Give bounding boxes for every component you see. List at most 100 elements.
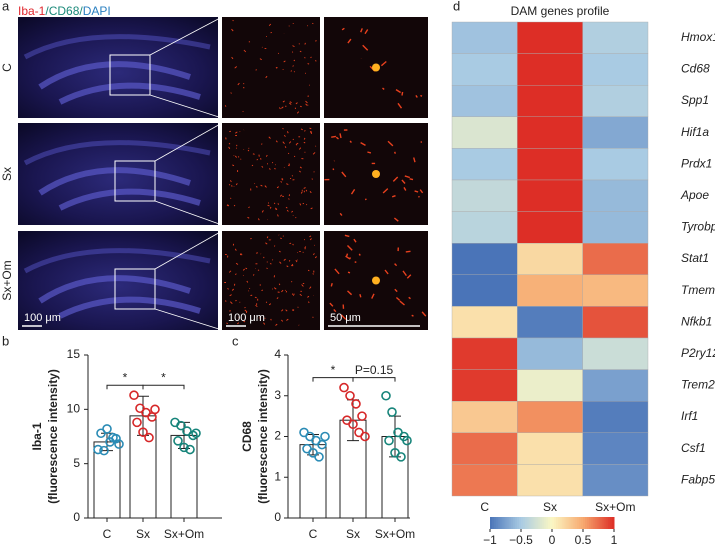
data-point (351, 399, 361, 409)
x-tick-label: Sx (346, 527, 360, 541)
stain-legend: Iba-1/CD68/DAPI (18, 4, 111, 18)
colorbar-swatch (490, 517, 493, 529)
colorbar-swatch (492, 517, 495, 529)
y-tick-label: 0 (73, 510, 80, 524)
colorbar-swatch (545, 517, 549, 529)
micrograph (18, 123, 218, 225)
heatmap-cell (517, 369, 583, 402)
colorbar-swatch (562, 517, 565, 529)
data-point (191, 428, 201, 439)
colorbar-swatch (510, 517, 514, 529)
ca-layer (23, 140, 211, 166)
heatmap-cell (517, 242, 583, 275)
colorbar-swatch (535, 517, 539, 529)
colorbar-swatch (595, 517, 598, 529)
stain-part: Iba-1 (18, 4, 46, 18)
significance-bracket (352, 377, 396, 382)
column-label: Sx+Om (595, 500, 635, 514)
y-tick-label: 0 (274, 510, 281, 524)
heatmap-cell (517, 274, 583, 307)
cell-process (329, 234, 427, 320)
data-point (99, 445, 109, 456)
zoom-line (149, 94, 223, 119)
ca-layer (23, 34, 211, 60)
micrograph (18, 17, 218, 118)
heatmap-cell (582, 369, 649, 402)
y-axis-label: (fluorescence intensity) (46, 369, 60, 504)
row-label: Sx+Om (0, 260, 14, 300)
data-point (381, 390, 391, 401)
panel-label: b (2, 333, 9, 348)
data-point (138, 427, 148, 437)
heatmap-cell (517, 401, 583, 434)
data-point (396, 452, 406, 462)
data-point (345, 390, 355, 401)
colorbar-swatch (589, 517, 592, 529)
heatmap-cell (451, 84, 518, 117)
colorbar-swatch (516, 517, 520, 529)
colorbar-swatch (549, 517, 553, 529)
y-tick-label: 2 (274, 429, 281, 443)
data-point (108, 432, 118, 443)
heatmap-cell (517, 464, 583, 497)
data-point (317, 439, 327, 450)
zoom-box (109, 54, 151, 96)
heatmap-title: DAM genes profile (511, 4, 610, 18)
colorbar-tick-label: 0 (549, 533, 556, 547)
colorbar-swatch (566, 517, 570, 529)
colorbar-swatch (578, 517, 582, 529)
significance-bracket (312, 377, 354, 382)
cell-process (224, 234, 317, 326)
micrograph-zoom (222, 231, 320, 330)
row-label: Nfkb1 (681, 314, 712, 328)
row-label: C (0, 63, 14, 72)
colorbar-swatch (523, 517, 526, 529)
row-label: Hif1a (681, 125, 709, 139)
heatmap-cell (451, 211, 518, 244)
cell-process (324, 129, 424, 222)
cell-process (224, 19, 317, 114)
x-tick-label: Sx (136, 527, 150, 541)
colorbar-swatch (554, 517, 557, 529)
colorbar-swatch (570, 517, 574, 529)
heatmap-cell (451, 274, 518, 307)
colorbar-tick-label: 0.5 (575, 533, 592, 547)
colorbar-swatch (500, 517, 503, 529)
heatmap-cell (451, 148, 518, 181)
colorbar-swatch (498, 517, 501, 529)
colorbar-tick-label: −1 (483, 533, 497, 547)
row-label: Tyrobp (681, 220, 715, 234)
data-point (320, 431, 330, 442)
data-point (357, 411, 367, 421)
x-tick-label: Sx+Om (164, 527, 204, 541)
colorbar-swatch (583, 517, 586, 529)
heatmap-cell (582, 116, 649, 149)
colorbar-swatch (533, 517, 536, 529)
dentate-gyrus (38, 167, 201, 211)
colorbar-swatch (547, 517, 551, 529)
significance-label: P=0.15 (355, 363, 394, 377)
colorbar-swatch (607, 517, 611, 529)
heatmap-cell (582, 401, 649, 434)
colorbar-swatch (611, 517, 615, 529)
heatmap-cell (582, 179, 649, 212)
data-point (387, 407, 397, 417)
significance-label: * (331, 363, 336, 377)
panel-label: c (232, 333, 239, 348)
heatmap-cell (451, 401, 518, 434)
dentate-gyrus (38, 275, 201, 319)
heatmap-cell (451, 53, 518, 86)
zoom-line (154, 230, 223, 270)
heatmap-cell (582, 464, 649, 497)
data-point (132, 417, 142, 428)
scale-bar-label: 100 μm (24, 312, 61, 324)
colorbar-swatch (552, 517, 555, 529)
heatmap-cell (517, 53, 583, 86)
y-tick-label: 5 (73, 456, 80, 470)
colorbar-swatch (599, 517, 603, 529)
cell-process (225, 127, 317, 221)
heatmap-cell (517, 21, 583, 54)
colorbar-swatch (502, 517, 505, 529)
colorbar-swatch (585, 517, 588, 529)
colorbar-swatch (560, 517, 563, 529)
